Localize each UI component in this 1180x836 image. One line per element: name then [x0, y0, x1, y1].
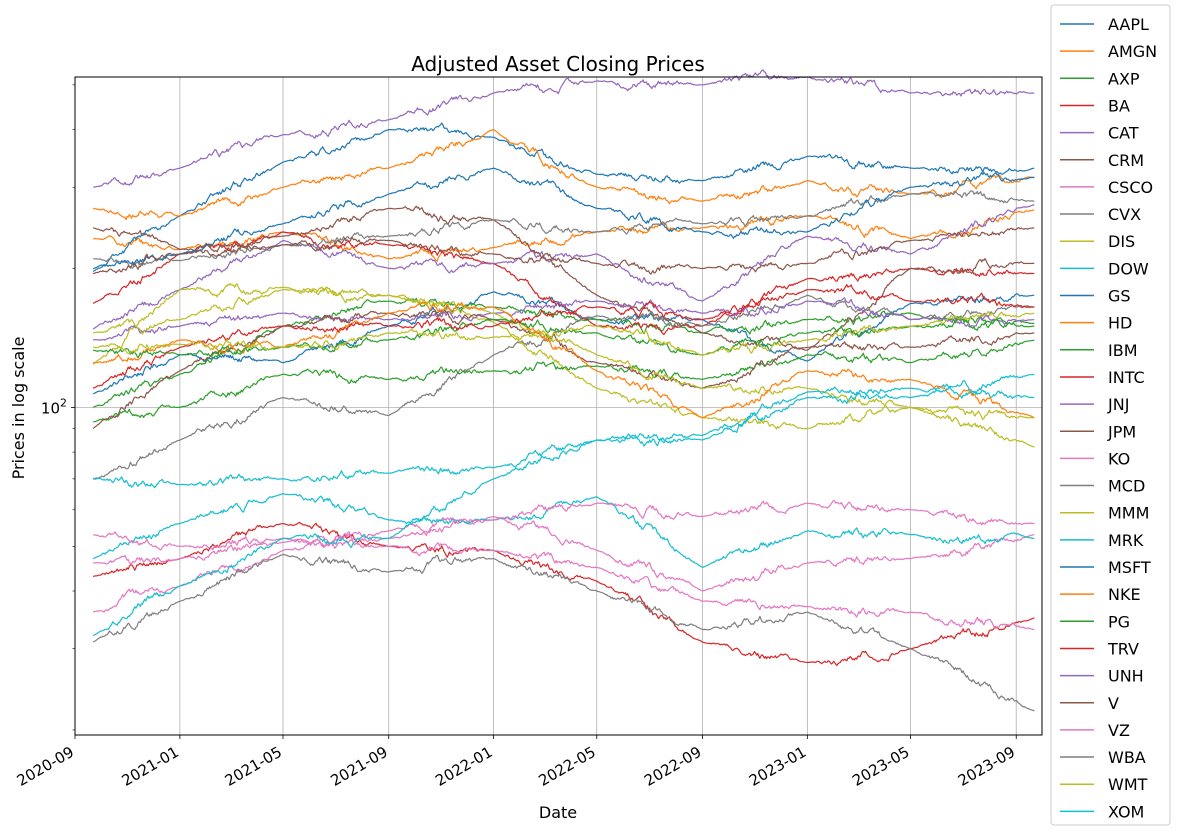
legend-label-nke: NKE	[1108, 585, 1141, 604]
series-line-mrk	[93, 383, 1035, 489]
series-line-trv	[92, 284, 1035, 389]
series-line-cat	[92, 204, 1035, 330]
legend-label-crm: CRM	[1108, 151, 1144, 170]
legend-label-aapl: AAPL	[1108, 15, 1149, 34]
series-line-ibm	[92, 339, 1035, 423]
legend-label-jpm: JPM	[1107, 422, 1136, 441]
legend-label-mcd: MCD	[1108, 477, 1145, 496]
legend-label-ibm: IBM	[1108, 341, 1138, 360]
legend-label-ko: KO	[1108, 449, 1130, 468]
chart-title: Adjusted Asset Closing Prices	[411, 52, 705, 76]
y-tick-label: 102	[41, 396, 67, 417]
series-line-hd	[92, 129, 1035, 221]
series-line-crm	[92, 205, 1035, 351]
legend-label-jnj: JNJ	[1107, 395, 1129, 414]
plot-frame	[74, 76, 1043, 736]
legend-label-cvx: CVX	[1108, 205, 1141, 224]
y-axis-label: Prices in log scale	[9, 337, 28, 480]
legend-label-v: V	[1108, 694, 1119, 713]
series-line-csco	[92, 516, 1035, 613]
legend-label-amgn: AMGN	[1108, 42, 1157, 61]
legend-label-pg: PG	[1108, 612, 1130, 631]
series-line-v	[92, 227, 1035, 275]
series-line-intc	[92, 521, 1035, 667]
series-line-amgn	[93, 209, 1035, 262]
legend-label-mrk: MRK	[1108, 531, 1144, 550]
legend-label-ba: BA	[1108, 96, 1130, 115]
legend-label-intc: INTC	[1108, 368, 1145, 387]
series-line-mmm	[92, 286, 1035, 421]
legend-label-hd: HD	[1108, 314, 1132, 333]
legend-label-csco: CSCO	[1108, 178, 1153, 197]
legend-label-msft: MSFT	[1108, 558, 1151, 577]
series-line-ko	[92, 500, 1035, 565]
legend-label-axp: AXP	[1108, 69, 1140, 88]
series-line-dow	[92, 493, 1035, 568]
series-line-mcd	[93, 190, 1035, 269]
legend-label-wba: WBA	[1108, 748, 1146, 767]
legend-label-wmt: WMT	[1108, 775, 1148, 794]
series-line-vz	[92, 531, 1035, 631]
legend-label-vz: VZ	[1108, 721, 1130, 740]
series-line-msft	[92, 167, 1035, 270]
legend: AAPL AMGN AXP BA CAT CRM CSCO CVX DIS DOW GS HD IBM I…	[1050, 4, 1171, 826]
series-lines	[92, 69, 1035, 712]
series-line-gs	[92, 122, 1035, 273]
legend-label-mmm: MMM	[1108, 504, 1149, 523]
series-line-wba	[92, 553, 1035, 712]
legend-label-cat: CAT	[1108, 124, 1139, 143]
legend-label-trv: TRV	[1107, 639, 1139, 658]
series-line-aapl	[92, 291, 1035, 395]
legend-label-dis: DIS	[1108, 232, 1135, 251]
legend-label-xom: XOM	[1108, 802, 1144, 821]
legend-label-gs: GS	[1108, 287, 1131, 306]
legend-frame	[1050, 4, 1171, 826]
x-axis-label: Date	[539, 803, 577, 822]
series-line-jpm	[92, 309, 1035, 429]
legend-label-unh: UNH	[1108, 667, 1144, 686]
series-line-wmt	[93, 310, 1035, 356]
y-axis-ticks: 102	[41, 84, 75, 731]
series-line-jnj	[92, 297, 1035, 341]
series-line-xom	[92, 373, 1035, 637]
legend-label-dow: DOW	[1108, 259, 1149, 278]
series-line-unh	[93, 69, 1035, 188]
